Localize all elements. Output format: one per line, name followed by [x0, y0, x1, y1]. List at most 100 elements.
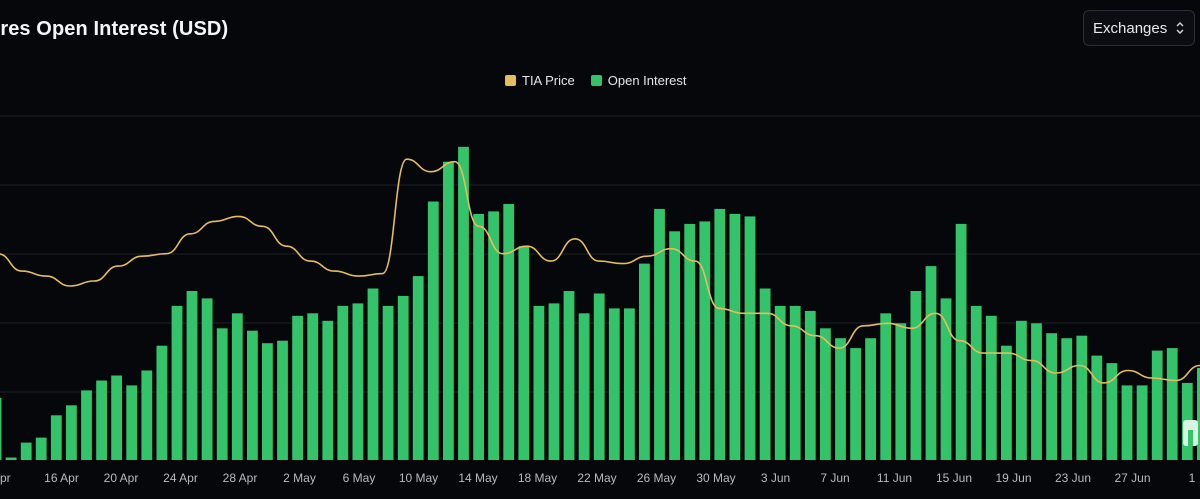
- open-interest-bar[interactable]: [141, 370, 153, 461]
- open-interest-bar[interactable]: [171, 305, 183, 460]
- open-interest-bar[interactable]: [126, 385, 138, 460]
- open-interest-bar[interactable]: [35, 437, 47, 460]
- open-interest-bar[interactable]: [669, 231, 680, 460]
- x-tick-label: 7 Jun: [820, 471, 849, 485]
- open-interest-bar[interactable]: [1031, 323, 1042, 460]
- open-interest-bar[interactable]: [81, 390, 92, 460]
- open-interest-bar[interactable]: [412, 276, 424, 460]
- open-interest-bar[interactable]: [548, 303, 560, 460]
- open-interest-bar[interactable]: [593, 293, 605, 461]
- x-tick-label: 15 Jun: [936, 471, 972, 485]
- open-interest-bar[interactable]: [865, 338, 876, 460]
- open-interest-bar[interactable]: [307, 313, 319, 460]
- open-interest-bar[interactable]: [458, 146, 469, 461]
- open-interest-bar[interactable]: [1106, 363, 1118, 460]
- open-interest-bar[interactable]: [895, 323, 907, 460]
- x-tick-label: 28 Apr: [223, 471, 258, 485]
- open-interest-bar[interactable]: [820, 328, 831, 460]
- legend-swatch-open-interest: [590, 75, 602, 86]
- open-interest-bar[interactable]: [0, 397, 2, 460]
- open-interest-bar[interactable]: [1016, 320, 1027, 460]
- x-tick-label: 3 Jun: [761, 471, 790, 485]
- open-interest-bar[interactable]: [910, 291, 922, 460]
- open-interest-bar[interactable]: [50, 415, 62, 460]
- open-interest-bar[interactable]: [337, 305, 349, 460]
- open-interest-bar[interactable]: [201, 298, 213, 460]
- open-interest-bar[interactable]: [231, 313, 243, 460]
- x-tick-label: 2 May: [283, 471, 316, 485]
- open-interest-bar[interactable]: [608, 308, 620, 460]
- open-interest-bar[interactable]: [955, 223, 967, 460]
- open-interest-bar[interactable]: [533, 305, 545, 460]
- open-interest-bar[interactable]: [850, 348, 861, 460]
- x-tick-label: 18 May: [518, 471, 557, 485]
- open-interest-bar[interactable]: [322, 320, 334, 460]
- x-tick-label: 27 Jun: [1114, 471, 1150, 485]
- legend-label-open-interest: Open Interest: [607, 73, 687, 88]
- open-interest-bar[interactable]: [654, 208, 665, 460]
- x-tick-label: apr: [0, 471, 11, 485]
- open-interest-bar[interactable]: [684, 223, 696, 460]
- open-interest-bar[interactable]: [397, 295, 409, 460]
- open-interest-bar[interactable]: [111, 375, 122, 461]
- open-interest-bar[interactable]: [96, 380, 107, 461]
- open-interest-bar[interactable]: [1197, 368, 1200, 460]
- open-interest-bar[interactable]: [216, 328, 228, 460]
- open-interest-bar[interactable]: [5, 457, 17, 461]
- open-interest-bar[interactable]: [1076, 335, 1088, 460]
- logo-icon: [1183, 420, 1198, 446]
- open-interest-bar[interactable]: [1121, 385, 1133, 460]
- exchanges-label: Exchanges: [1093, 19, 1168, 37]
- open-interest-bar[interactable]: [488, 211, 499, 460]
- x-tick-label: 16 Apr: [44, 471, 79, 485]
- open-interest-bar[interactable]: [66, 405, 77, 460]
- open-interest-bar[interactable]: [367, 288, 379, 461]
- tia-price-line: [0, 158, 1200, 384]
- open-interest-bar[interactable]: [759, 288, 771, 461]
- x-tick-label: 1: [1189, 471, 1196, 485]
- open-interest-bar[interactable]: [352, 303, 364, 460]
- open-interest-bar[interactable]: [1091, 355, 1103, 460]
- open-interest-bar[interactable]: [262, 343, 273, 460]
- open-interest-bar[interactable]: [985, 315, 997, 460]
- open-interest-bar[interactable]: [880, 313, 892, 460]
- open-interest-bar[interactable]: [970, 305, 982, 460]
- open-interest-bar[interactable]: [473, 213, 484, 460]
- open-interest-bar[interactable]: [624, 308, 635, 460]
- open-interest-bar[interactable]: [1001, 345, 1012, 460]
- open-interest-bar[interactable]: [1136, 385, 1148, 460]
- open-interest-bar[interactable]: [804, 310, 816, 460]
- open-interest-bar[interactable]: [382, 305, 394, 460]
- open-interest-bar[interactable]: [1061, 338, 1073, 460]
- open-interest-bar[interactable]: [563, 291, 575, 460]
- open-interest-bar[interactable]: [639, 263, 650, 460]
- open-interest-bar[interactable]: [699, 221, 711, 460]
- open-interest-bar[interactable]: [1151, 350, 1163, 460]
- open-interest-bar[interactable]: [774, 305, 786, 460]
- open-interest-bar[interactable]: [247, 330, 258, 460]
- open-interest-bar[interactable]: [714, 208, 726, 460]
- open-interest-bar[interactable]: [925, 266, 937, 460]
- open-interest-bar[interactable]: [729, 213, 741, 460]
- open-interest-bar[interactable]: [744, 216, 756, 460]
- open-interest-bar[interactable]: [789, 305, 801, 460]
- open-interest-bar[interactable]: [186, 291, 198, 460]
- open-interest-bar[interactable]: [940, 298, 952, 460]
- open-interest-bar[interactable]: [156, 345, 168, 460]
- x-tick-label: 19 Jun: [995, 471, 1031, 485]
- open-interest-bar[interactable]: [427, 201, 439, 461]
- legend-item-open-interest[interactable]: Open Interest: [590, 73, 687, 88]
- open-interest-bar[interactable]: [518, 246, 530, 460]
- open-interest-bar[interactable]: [578, 313, 590, 460]
- exchanges-dropdown[interactable]: Exchanges: [1083, 10, 1195, 46]
- open-interest-bar[interactable]: [1046, 333, 1057, 460]
- legend-item-price[interactable]: TIA Price: [505, 73, 575, 88]
- open-interest-bar[interactable]: [443, 161, 454, 460]
- open-interest-bar[interactable]: [503, 204, 515, 460]
- open-interest-bar[interactable]: [292, 315, 303, 460]
- open-interest-bar[interactable]: [20, 442, 32, 460]
- open-interest-bar[interactable]: [835, 338, 846, 460]
- open-interest-bar[interactable]: [277, 340, 288, 460]
- open-interest-bar[interactable]: [1166, 348, 1178, 460]
